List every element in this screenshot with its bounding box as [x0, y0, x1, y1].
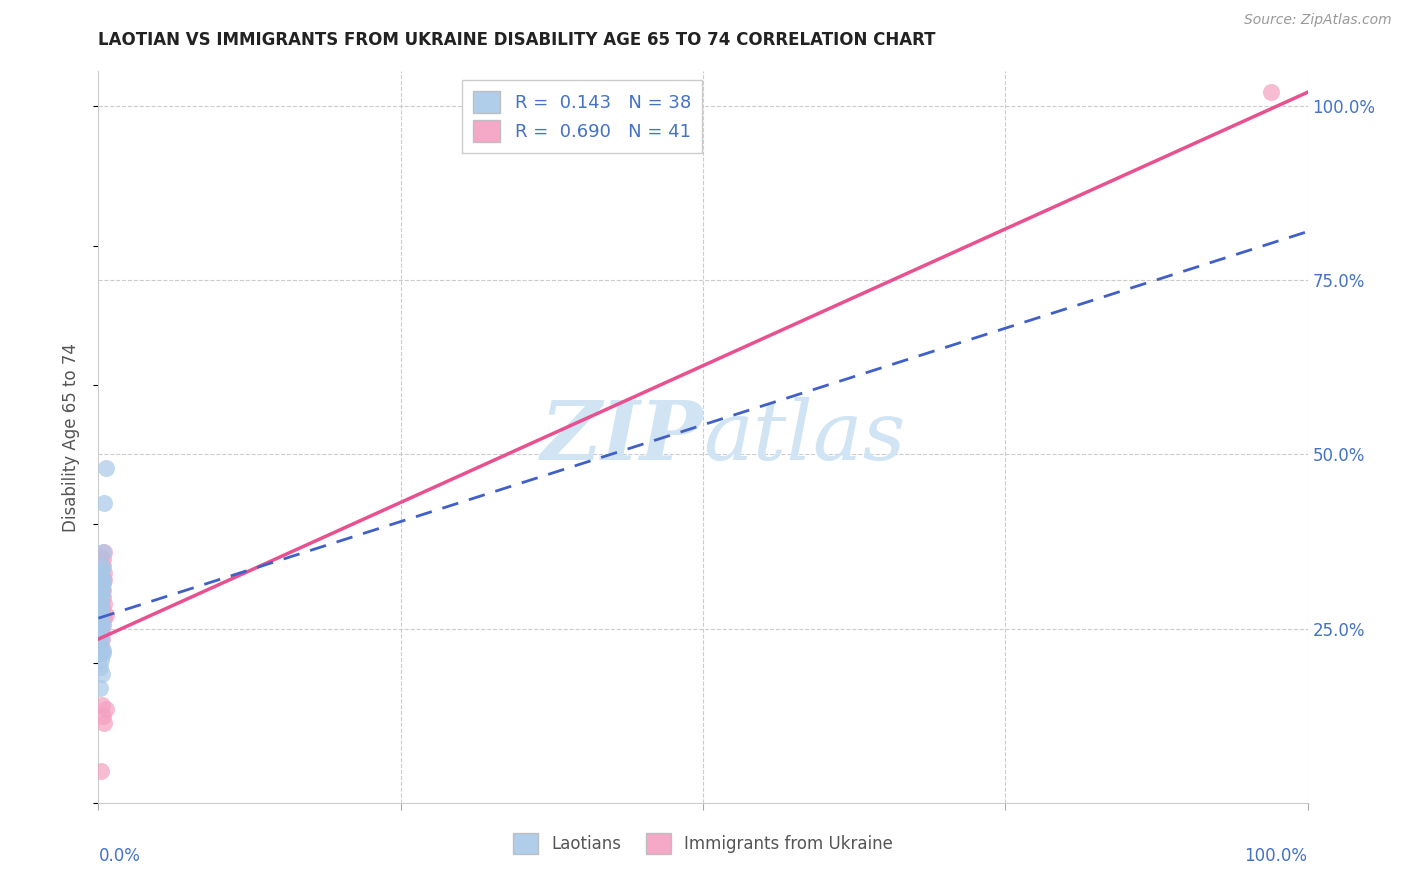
Point — [91, 576, 114, 591]
Point — [91, 611, 114, 625]
Point — [91, 615, 114, 629]
Point — [91, 558, 114, 573]
Point — [89, 632, 111, 646]
Point — [90, 611, 112, 625]
Legend: Laotians, Immigrants from Ukraine: Laotians, Immigrants from Ukraine — [506, 827, 900, 860]
Point — [89, 607, 111, 622]
Point — [91, 625, 114, 640]
Point — [90, 611, 112, 625]
Point — [91, 587, 114, 601]
Point — [91, 573, 114, 587]
Point — [89, 639, 111, 653]
Point — [91, 545, 114, 559]
Point — [89, 594, 111, 608]
Text: 100.0%: 100.0% — [1244, 847, 1308, 864]
Point — [89, 618, 111, 632]
Point — [93, 611, 115, 625]
Point — [91, 607, 114, 622]
Point — [89, 660, 111, 674]
Point — [93, 597, 115, 611]
Point — [91, 600, 114, 615]
Point — [89, 625, 111, 640]
Point — [91, 583, 114, 598]
Text: 0.0%: 0.0% — [98, 847, 141, 864]
Y-axis label: Disability Age 65 to 74: Disability Age 65 to 74 — [62, 343, 80, 532]
Text: Source: ZipAtlas.com: Source: ZipAtlas.com — [1244, 13, 1392, 28]
Point — [90, 607, 112, 622]
Point — [89, 618, 111, 632]
Point — [93, 545, 115, 559]
Point — [89, 566, 111, 580]
Point — [94, 461, 117, 475]
Point — [94, 607, 117, 622]
Point — [90, 611, 112, 625]
Point — [94, 702, 117, 716]
Point — [91, 583, 114, 598]
Point — [91, 618, 114, 632]
Point — [89, 594, 111, 608]
Point — [90, 653, 112, 667]
Point — [91, 600, 114, 615]
Point — [93, 573, 115, 587]
Point — [91, 646, 114, 660]
Text: atlas: atlas — [703, 397, 905, 477]
Point — [91, 618, 114, 632]
Point — [91, 558, 114, 573]
Point — [89, 618, 111, 632]
Point — [90, 587, 112, 601]
Point — [90, 566, 112, 580]
Point — [89, 625, 111, 640]
Point — [91, 698, 114, 713]
Point — [91, 667, 114, 681]
Point — [91, 580, 114, 594]
Point — [89, 594, 111, 608]
Point — [90, 587, 112, 601]
Point — [91, 591, 114, 605]
Point — [91, 604, 114, 618]
Point — [90, 600, 112, 615]
Point — [89, 611, 111, 625]
Point — [93, 566, 115, 580]
Point — [91, 708, 114, 723]
Point — [89, 681, 111, 695]
Point — [90, 632, 112, 646]
Point — [91, 576, 114, 591]
Point — [90, 604, 112, 618]
Point — [90, 604, 112, 618]
Point — [90, 764, 112, 779]
Point — [90, 591, 112, 605]
Point — [91, 552, 114, 566]
Point — [90, 591, 112, 605]
Point — [91, 646, 114, 660]
Point — [90, 569, 112, 583]
Text: ZIP: ZIP — [540, 397, 703, 477]
Point — [91, 562, 114, 576]
Point — [91, 580, 114, 594]
Point — [89, 549, 111, 563]
Point — [91, 632, 114, 646]
Point — [90, 604, 112, 618]
Point — [90, 615, 112, 629]
Point — [1260, 85, 1282, 99]
Point — [89, 597, 111, 611]
Point — [93, 715, 115, 730]
Point — [90, 639, 112, 653]
Point — [91, 642, 114, 657]
Text: LAOTIAN VS IMMIGRANTS FROM UKRAINE DISABILITY AGE 65 TO 74 CORRELATION CHART: LAOTIAN VS IMMIGRANTS FROM UKRAINE DISAB… — [98, 31, 936, 49]
Point — [90, 622, 112, 636]
Point — [89, 618, 111, 632]
Point — [93, 496, 115, 510]
